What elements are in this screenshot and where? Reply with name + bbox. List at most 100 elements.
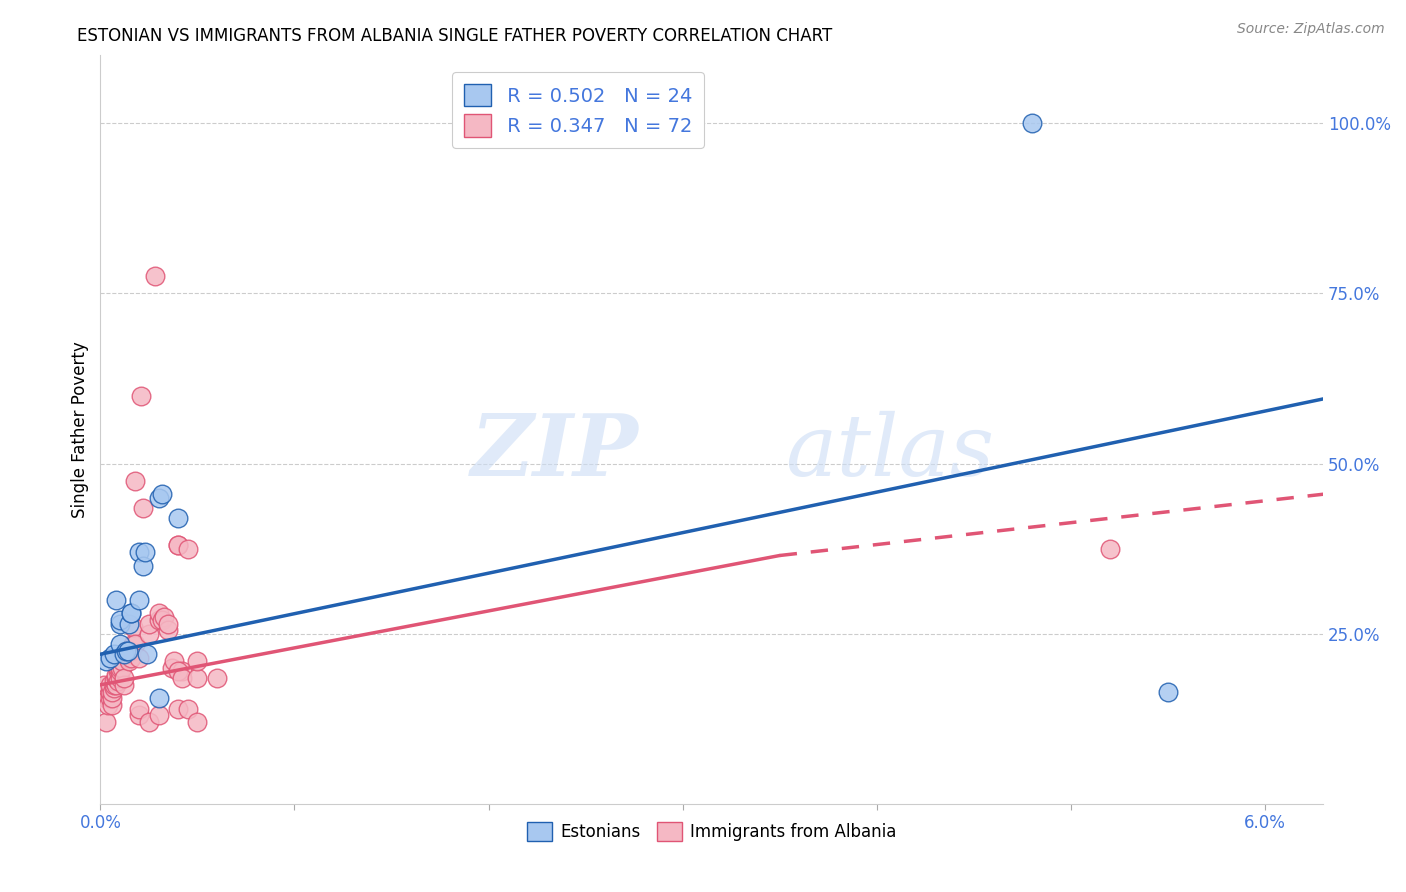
Point	[205, 671, 228, 685]
Text: ESTONIAN VS IMMIGRANTS FROM ALBANIA SINGLE FATHER POVERTY CORRELATION CHART: ESTONIAN VS IMMIGRANTS FROM ALBANIA SING…	[77, 27, 832, 45]
Point	[163, 654, 186, 668]
Point	[176, 701, 198, 715]
Point	[167, 538, 190, 552]
Point	[120, 607, 142, 621]
Point	[118, 616, 141, 631]
Point	[1021, 116, 1043, 130]
Point	[97, 691, 120, 706]
Point	[148, 691, 170, 706]
Point	[112, 678, 135, 692]
Point	[167, 701, 190, 715]
Point	[117, 644, 139, 658]
Point	[114, 644, 136, 658]
Point	[104, 667, 127, 681]
Point	[167, 511, 190, 525]
Point	[101, 691, 124, 706]
Point	[128, 545, 150, 559]
Point	[108, 613, 131, 627]
Point	[124, 474, 146, 488]
Point	[128, 650, 150, 665]
Point	[124, 637, 146, 651]
Point	[96, 654, 118, 668]
Text: ZIP: ZIP	[471, 410, 638, 494]
Point	[153, 609, 176, 624]
Point	[108, 637, 131, 651]
Point	[132, 558, 155, 573]
Point	[176, 541, 198, 556]
Point	[138, 616, 160, 631]
Point	[108, 665, 131, 679]
Point	[93, 678, 115, 692]
Y-axis label: Single Father Poverty: Single Father Poverty	[72, 341, 89, 518]
Point	[152, 487, 174, 501]
Point	[96, 691, 118, 706]
Point	[101, 698, 124, 713]
Point	[104, 678, 127, 692]
Point	[108, 671, 131, 685]
Point	[167, 538, 190, 552]
Point	[101, 684, 124, 698]
Point	[1098, 541, 1121, 556]
Point	[148, 613, 170, 627]
Point	[97, 698, 120, 713]
Point	[157, 616, 180, 631]
Point	[104, 592, 127, 607]
Point	[1157, 684, 1180, 698]
Point	[148, 708, 170, 723]
Point	[114, 647, 136, 661]
Point	[117, 650, 139, 665]
Point	[112, 647, 135, 661]
Point	[107, 661, 129, 675]
Point	[122, 637, 145, 651]
Point	[98, 691, 121, 706]
Point	[107, 674, 129, 689]
Point	[128, 708, 150, 723]
Point	[103, 647, 125, 661]
Point	[98, 678, 121, 692]
Point	[98, 650, 121, 665]
Point	[170, 671, 193, 685]
Point	[98, 684, 121, 698]
Point	[120, 650, 142, 665]
Point	[128, 701, 150, 715]
Legend:  R = 0.502   N = 24,  R = 0.347   N = 72: R = 0.502 N = 24, R = 0.347 N = 72	[453, 72, 704, 148]
Point	[112, 671, 135, 685]
Point	[128, 592, 150, 607]
Point	[93, 684, 115, 698]
Point	[167, 665, 190, 679]
Point	[111, 654, 134, 668]
Point	[157, 624, 180, 638]
Point	[103, 681, 125, 696]
Point	[111, 661, 134, 675]
Point	[134, 545, 156, 559]
Point	[108, 616, 131, 631]
Point	[132, 500, 155, 515]
Point	[138, 627, 160, 641]
Point	[129, 388, 152, 402]
Point	[96, 715, 118, 730]
Point	[148, 491, 170, 505]
Point	[170, 665, 193, 679]
Point	[118, 647, 141, 661]
Point	[186, 654, 208, 668]
Point	[152, 613, 174, 627]
Point	[138, 715, 160, 730]
Point	[143, 269, 166, 284]
Point	[120, 644, 142, 658]
Point	[107, 665, 129, 679]
Point	[160, 661, 183, 675]
Point	[103, 678, 125, 692]
Text: Source: ZipAtlas.com: Source: ZipAtlas.com	[1237, 22, 1385, 37]
Point	[108, 661, 131, 675]
Point	[114, 644, 136, 658]
Point	[120, 607, 142, 621]
Point	[186, 671, 208, 685]
Point	[103, 674, 125, 689]
Point	[122, 620, 145, 634]
Point	[148, 607, 170, 621]
Text: atlas: atlas	[785, 410, 994, 493]
Point	[136, 647, 159, 661]
Point	[186, 715, 208, 730]
Point	[104, 671, 127, 685]
Point	[118, 654, 141, 668]
